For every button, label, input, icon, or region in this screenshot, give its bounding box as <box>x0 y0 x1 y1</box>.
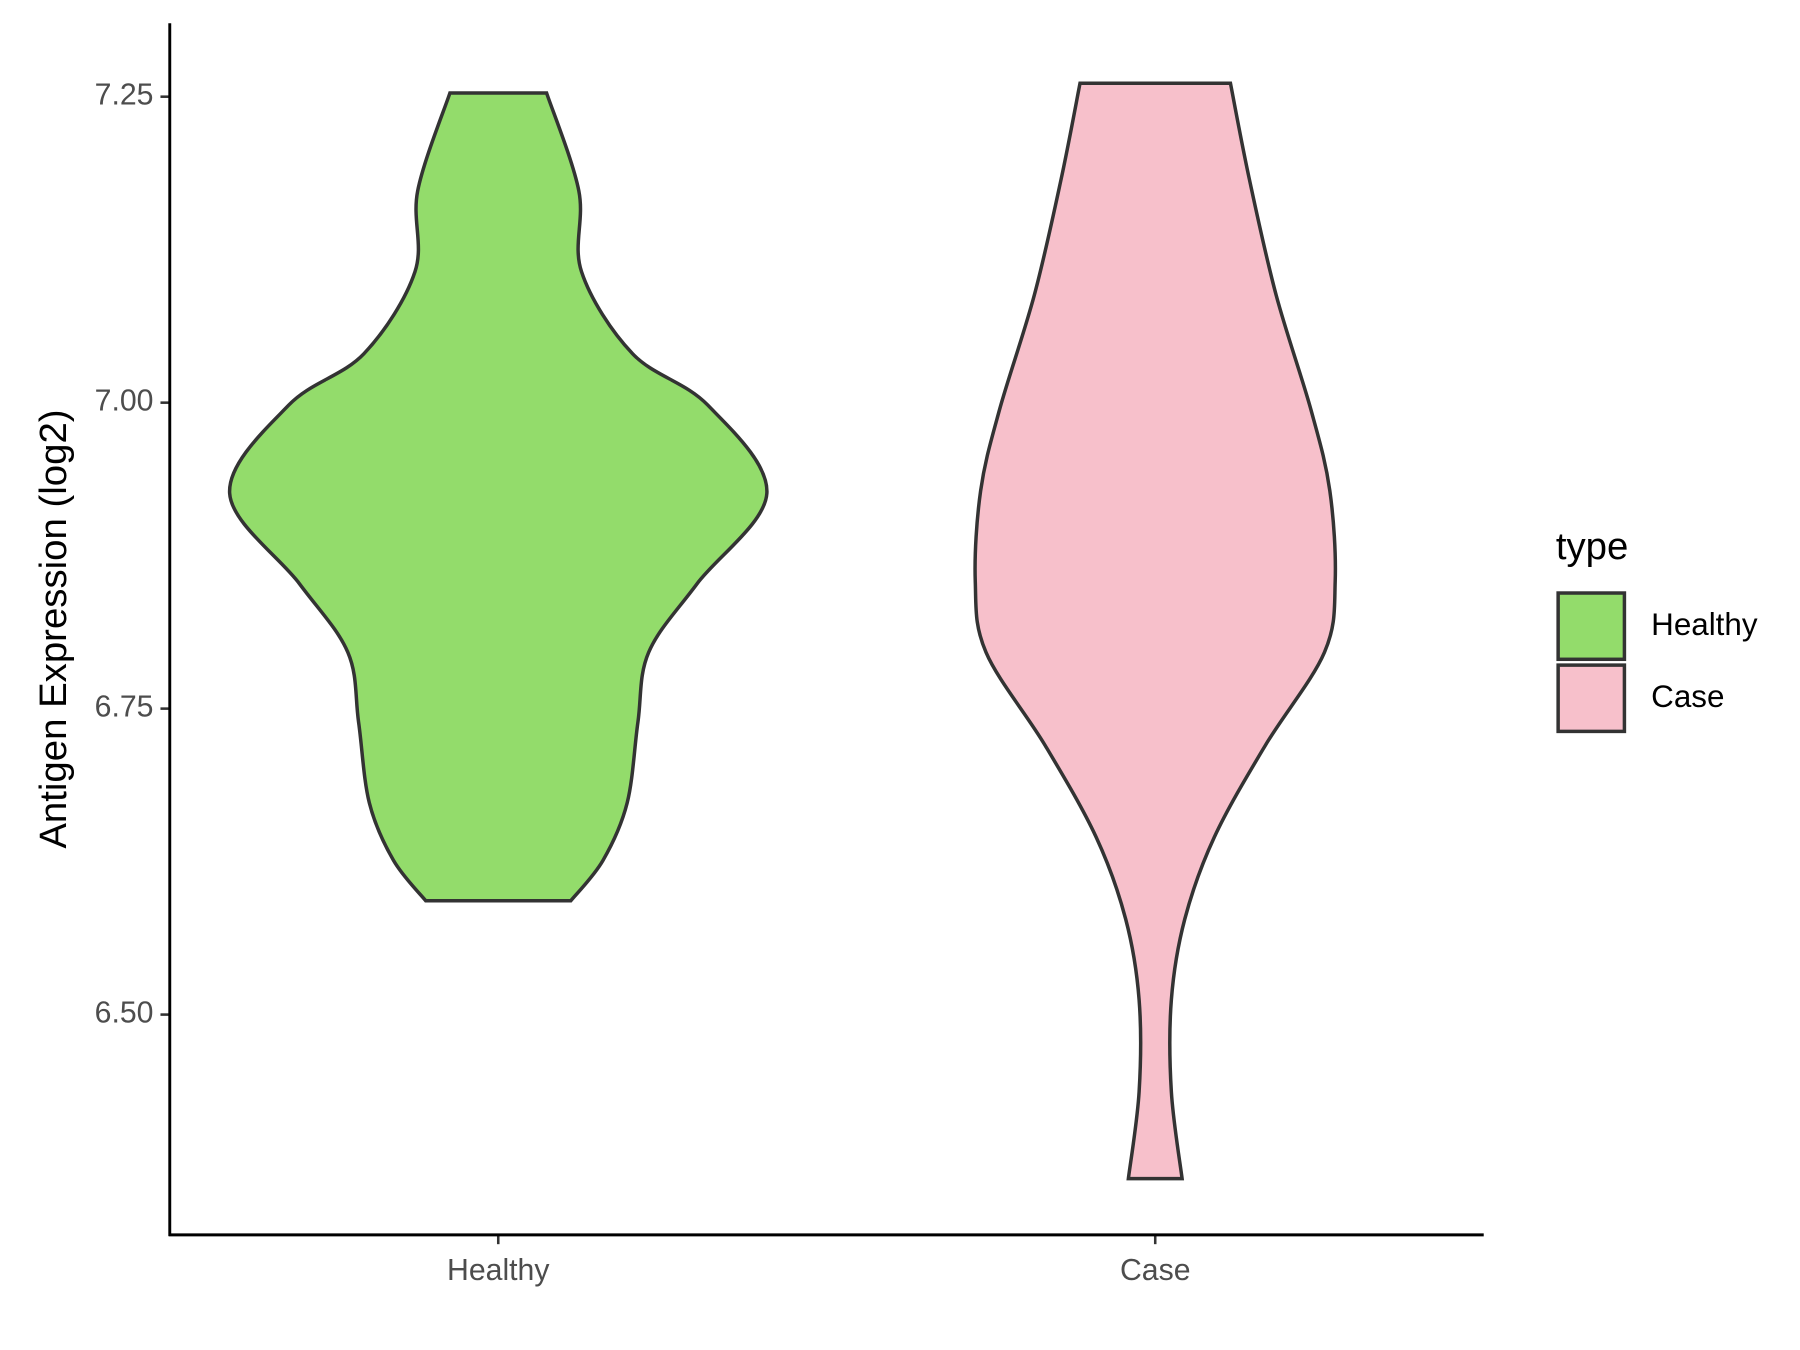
violin <box>227 91 769 903</box>
x-tick-label: Case <box>1120 1254 1191 1287</box>
legend-label: Healthy <box>1651 607 1758 642</box>
y-tick-label: 7.00 <box>95 385 154 418</box>
y-tick-label: 6.75 <box>95 691 154 724</box>
violin <box>973 81 1338 1181</box>
legend-swatch <box>1556 591 1627 662</box>
y-axis-title: Antigen Expression (log2) <box>32 409 75 848</box>
legend-label: Case <box>1651 679 1724 714</box>
legend-title: type <box>1556 525 1629 568</box>
y-tick-label: 7.25 <box>95 79 154 112</box>
y-tick-label: 6.50 <box>95 997 154 1030</box>
x-tick-label: Healthy <box>447 1254 550 1287</box>
legend-swatch <box>1556 663 1627 734</box>
